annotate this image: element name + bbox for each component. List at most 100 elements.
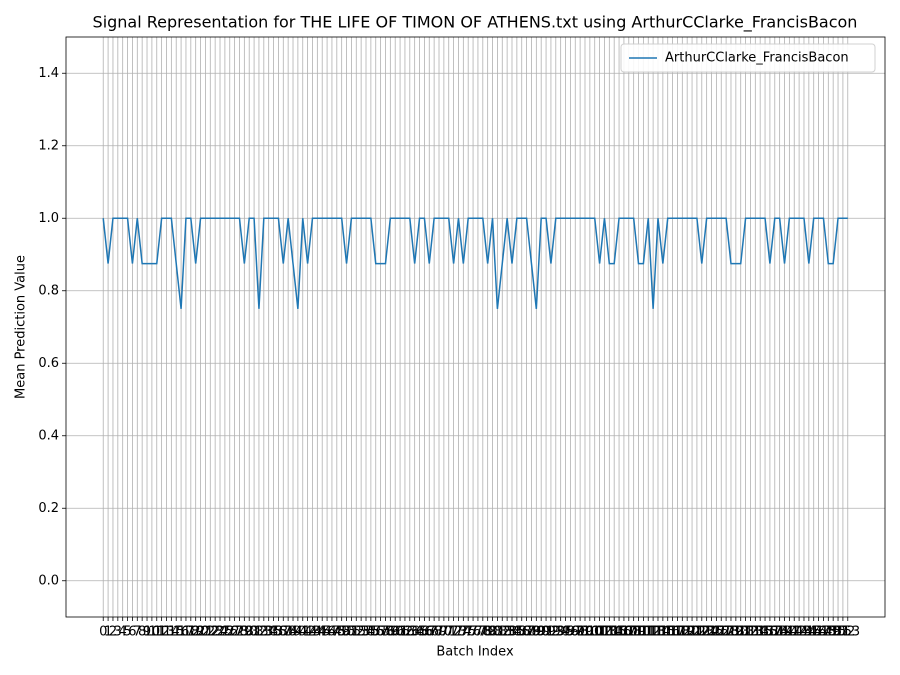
x-tick-label: 82: [494, 625, 511, 640]
x-tick-label: 28: [231, 625, 248, 640]
x-tick-label: 31: [246, 625, 263, 640]
x-tick-label: 29: [236, 625, 253, 640]
x-tick-label: 76: [465, 625, 482, 640]
x-tick-label: 53: [353, 625, 370, 640]
x-tick-label: 16: [173, 625, 190, 640]
x-tick-label: 91: [538, 625, 555, 640]
x-tick-label: 38: [280, 625, 297, 640]
x-tick-label: 73: [450, 625, 467, 640]
x-tick-label: 56: [367, 625, 384, 640]
x-tick-label: 129: [719, 625, 744, 640]
x-tick-label: 130: [723, 625, 748, 640]
x-tick-label: 44: [309, 625, 326, 640]
x-tick-label: 132: [733, 625, 758, 640]
x-tick-label: 23: [207, 625, 224, 640]
x-tick-label: 126: [704, 625, 729, 640]
x-tick-label: 139: [767, 625, 792, 640]
x-tick-label: 51: [343, 625, 360, 640]
x-tick-label: 112: [636, 625, 661, 640]
x-tick-label: 22: [202, 625, 219, 640]
x-tick-label: 68: [426, 625, 443, 640]
x-tick-label: 30: [241, 625, 258, 640]
x-tick-label: 58: [377, 625, 394, 640]
x-tick-label: 59: [382, 625, 399, 640]
x-tick-label: 20: [192, 625, 209, 640]
x-tick-label: 54: [358, 625, 375, 640]
x-tick-label: 101: [582, 625, 607, 640]
x-tick-label: 74: [455, 625, 472, 640]
y-tick-label: 1.2: [38, 138, 59, 153]
x-tick-label: 118: [665, 625, 690, 640]
x-tick-label: 60: [387, 625, 404, 640]
x-tick-label: 6: [128, 625, 136, 640]
x-tick-label: 143: [787, 625, 812, 640]
legend: ArthurCClarke_FrancisBacon: [620, 43, 876, 73]
x-tick-label: 21: [197, 625, 214, 640]
x-tick-label: 77: [470, 625, 487, 640]
chart-title: Signal Representation for THE LIFE OF TI…: [93, 13, 858, 33]
x-tick-label: 128: [714, 625, 739, 640]
x-tick-label: 135: [748, 625, 773, 640]
x-tick-label: 87: [518, 625, 535, 640]
x-tick-label: 153: [835, 625, 860, 640]
x-tick-label: 107: [612, 625, 637, 640]
x-tick-label: 43: [304, 625, 321, 640]
x-tick-label: 47: [324, 625, 341, 640]
x-tick-label: 89: [528, 625, 545, 640]
x-tick-label: 81: [489, 625, 506, 640]
x-tick-label: 140: [772, 625, 797, 640]
x-tick-label: 113: [641, 625, 666, 640]
x-tick-label: 97: [567, 625, 584, 640]
x-tick-label: 55: [363, 625, 380, 640]
line-series: [102, 217, 848, 309]
x-tick-label: 148: [811, 625, 836, 640]
x-tick-label: 127: [709, 625, 734, 640]
x-tick-label: 3: [114, 625, 122, 640]
x-tick-label: 33: [256, 625, 273, 640]
x-tick-label: 145: [796, 625, 821, 640]
x-tick-label: 123: [689, 625, 714, 640]
x-tick-label: 8: [138, 625, 146, 640]
x-tick-label: 134: [743, 625, 768, 640]
x-tick-label: 2: [109, 625, 117, 640]
x-tick-label: 5: [123, 625, 131, 640]
legend-label: ArthurCClarke_FrancisBacon: [665, 51, 849, 66]
x-tick-label: 100: [577, 625, 602, 640]
x-tick-label: 79: [479, 625, 496, 640]
x-tick-label: 67: [421, 625, 438, 640]
x-tick-label: 13: [158, 625, 175, 640]
x-tick-label: 99: [577, 625, 594, 640]
x-tick-label: 32: [251, 625, 268, 640]
x-tick-label: 75: [460, 625, 477, 640]
x-tick-label: 137: [757, 625, 782, 640]
x-tick-label: 41: [294, 625, 311, 640]
x-tick-label: 25: [217, 625, 234, 640]
x-tick-label: 78: [475, 625, 492, 640]
x-tick-label: 151: [826, 625, 851, 640]
x-tick-label: 46: [319, 625, 336, 640]
legend-box: [620, 43, 876, 73]
x-tick-label: 144: [792, 625, 817, 640]
x-tick-label: 64: [406, 625, 423, 640]
x-tick-label: 147: [806, 625, 831, 640]
x-tick-label: 110: [626, 625, 651, 640]
x-tick-label: 48: [329, 625, 346, 640]
x-tick-label: 34: [260, 625, 277, 640]
x-tick-label: 26: [221, 625, 238, 640]
x-tick-label: 95: [557, 625, 574, 640]
x-tick-label: 80: [484, 625, 501, 640]
x-tick-label: 11: [148, 625, 165, 640]
x-tick-label: 96: [562, 625, 579, 640]
x-tick-label: 14: [163, 625, 180, 640]
y-axis-label: Mean Prediction Value: [14, 255, 29, 399]
x-tick-label: 4: [119, 625, 127, 640]
x-tick-label: 86: [513, 625, 530, 640]
x-tick-label: 50: [338, 625, 355, 640]
x-tick-label: 149: [816, 625, 841, 640]
x-tick-label: 105: [602, 625, 627, 640]
x-tick-label: 61: [392, 625, 409, 640]
y-tick-label: 1.4: [38, 66, 59, 81]
y-tick-label: 0.2: [38, 501, 59, 516]
x-tick-label: 103: [592, 625, 617, 640]
x-tick-label: 117: [660, 625, 685, 640]
